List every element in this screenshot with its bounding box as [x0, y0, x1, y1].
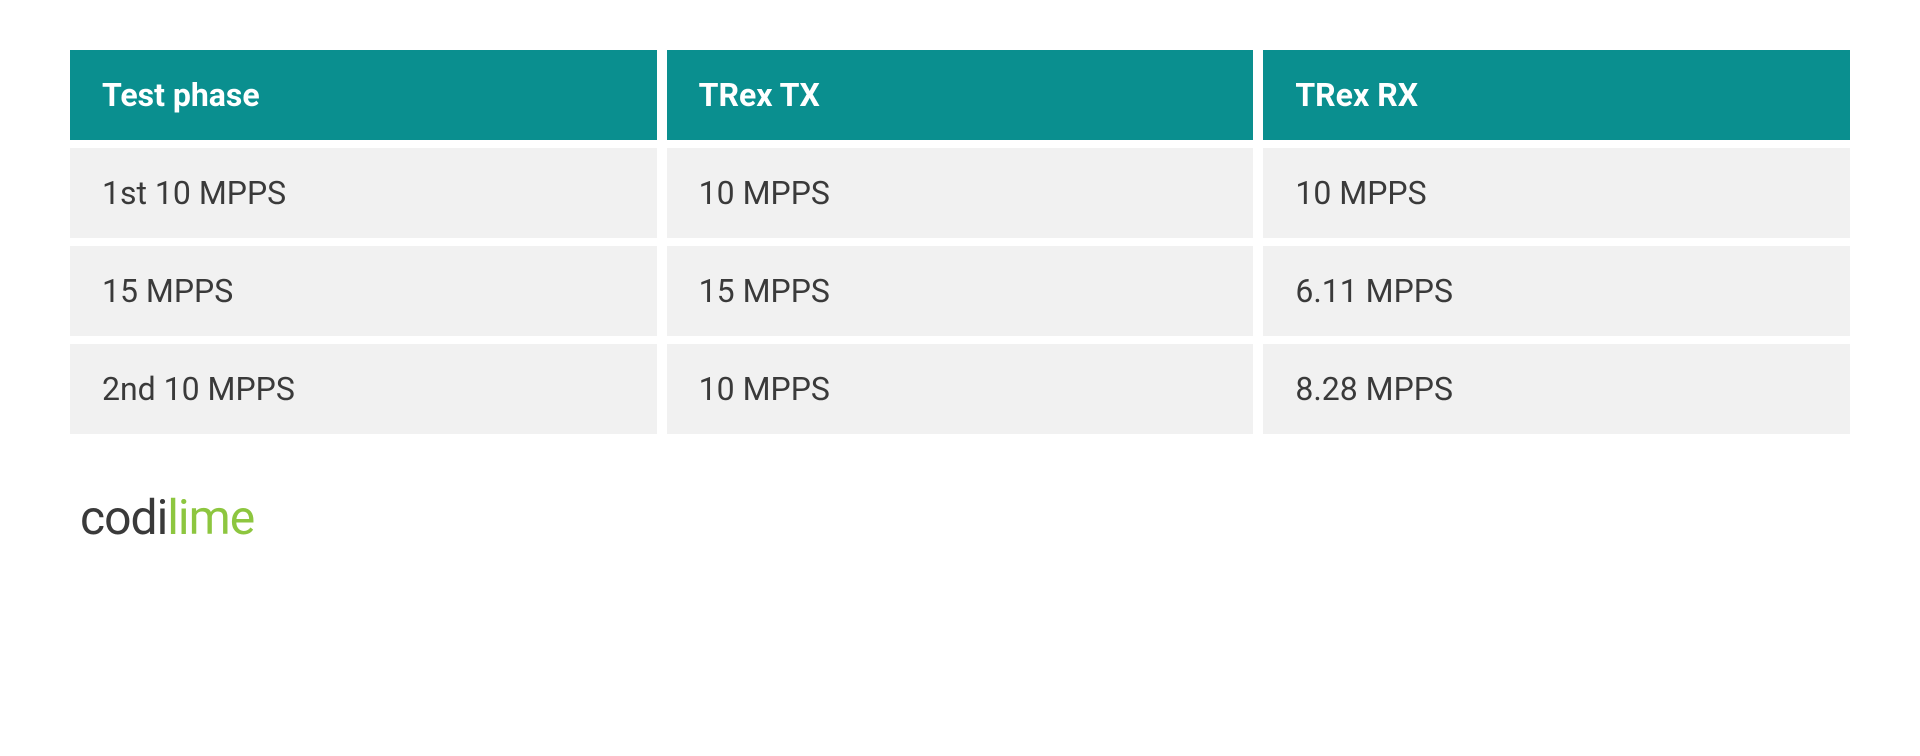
table-row: 2nd 10 MPPS 10 MPPS 8.28 MPPS	[70, 344, 1850, 434]
table-row: 15 MPPS 15 MPPS 6.11 MPPS	[70, 246, 1850, 336]
table-cell: 15 MPPS	[70, 246, 657, 336]
table-cell: 10 MPPS	[1263, 148, 1850, 238]
data-table: Test phase TRex TX TRex RX 1st 10 MPPS 1…	[70, 50, 1850, 434]
table-cell: 6.11 MPPS	[1263, 246, 1850, 336]
table-row: 1st 10 MPPS 10 MPPS 10 MPPS	[70, 148, 1850, 238]
logo-part1: codi	[80, 489, 167, 546]
table-header-cell: TRex TX	[667, 50, 1254, 140]
table-header-cell: Test phase	[70, 50, 657, 140]
table-header-row: Test phase TRex TX TRex RX	[70, 50, 1850, 140]
table-cell: 10 MPPS	[667, 344, 1254, 434]
codilime-logo: codilime	[80, 489, 254, 546]
logo-container: codilime	[70, 489, 1850, 546]
table: Test phase TRex TX TRex RX 1st 10 MPPS 1…	[70, 50, 1850, 434]
table-cell: 2nd 10 MPPS	[70, 344, 657, 434]
table-cell: 10 MPPS	[667, 148, 1254, 238]
table-cell: 15 MPPS	[667, 246, 1254, 336]
logo-part2: lime	[167, 489, 254, 546]
table-header-cell: TRex RX	[1263, 50, 1850, 140]
table-cell: 1st 10 MPPS	[70, 148, 657, 238]
table-cell: 8.28 MPPS	[1263, 344, 1850, 434]
